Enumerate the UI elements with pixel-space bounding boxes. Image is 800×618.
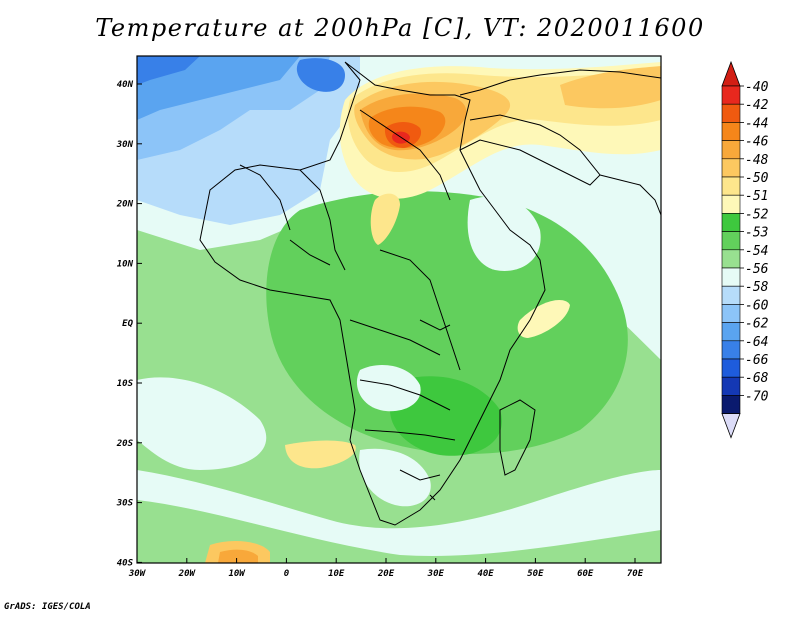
lon-tick-label: 30E	[427, 569, 445, 579]
map-field	[137, 56, 661, 563]
colorbar-swatch	[721, 213, 741, 232]
colorbar-swatch	[721, 249, 741, 269]
coastlines	[199, 61, 661, 526]
colorbar-swatch	[721, 285, 741, 305]
colorbar-swatch	[721, 267, 741, 287]
lat-tick-label: 20S	[116, 439, 134, 449]
map-frame	[136, 55, 662, 564]
colorbar-label: -56	[745, 262, 769, 277]
colorbar-label: -66	[745, 353, 769, 368]
latitude-axis: 40N 30N 20N 10N EQ 10S 20S 30S 40S	[116, 80, 142, 568]
colorbar-label: -40	[745, 80, 769, 95]
lon-tick-label: 60E	[577, 569, 594, 579]
grads-credit: GrADS: IGES/COLA	[4, 602, 91, 612]
colorbar-swatch	[721, 122, 741, 141]
colorbar-swatch	[721, 231, 741, 251]
lon-tick-label: 30W	[128, 569, 147, 579]
colorbar-swatch	[721, 340, 741, 360]
colorbar-label: -58	[745, 280, 769, 295]
colorbar-swatch	[721, 103, 741, 123]
lat-tick-label: 10S	[117, 379, 134, 389]
colorbar-label: -42	[745, 98, 769, 113]
lat-tick-label: 20N	[116, 200, 134, 210]
colorbar-swatch	[721, 376, 741, 396]
colorbar-swatch	[721, 140, 741, 160]
colorbar-label: -54	[745, 244, 768, 259]
lon-tick-label: 50E	[527, 569, 544, 579]
lat-tick-label: EQ	[122, 319, 133, 329]
lon-tick-label: 70E	[627, 569, 644, 579]
lat-tick-label: 30S	[116, 499, 134, 509]
lat-tick-label: 30N	[116, 140, 134, 150]
map-title: Temperature at 200hPa [C], VT: 202001160…	[95, 14, 705, 42]
colorbar-swatch	[721, 176, 741, 196]
lat-tick-label: 10N	[117, 259, 134, 269]
lon-tick-label: 0	[284, 569, 290, 579]
colorbar-swatch	[721, 194, 741, 214]
colorbar-label: -64	[745, 335, 768, 350]
colorbar-label: -50	[745, 171, 769, 186]
colorbar-label: -44	[745, 116, 768, 131]
colorbar-swatch	[721, 158, 741, 178]
colorbar: -40 -42 -44 -46 -48 -50 -51 -52 -53 -54 -56 -58 -60 -…	[721, 60, 769, 439]
colorbar-swatch	[721, 322, 741, 342]
colorbar-label: -70	[745, 389, 769, 404]
colorbar-label: -46	[745, 135, 769, 150]
colorbar-label: -48	[745, 153, 769, 168]
colorbar-bottom-arrow	[721, 413, 741, 439]
lat-tick-label: 40N	[117, 80, 134, 90]
lon-tick-label: 40E	[477, 569, 494, 579]
colorbar-label: -51	[745, 189, 768, 204]
colorbar-top-arrow	[721, 60, 741, 87]
longitude-axis: 30W 20W 10W 0 10E 20E 30E 40E 50E 60E 70E	[128, 558, 644, 579]
colorbar-label: -53	[745, 226, 768, 241]
lon-tick-label: 20E	[377, 569, 395, 579]
colorbar-swatch	[721, 85, 741, 105]
colorbar-swatch	[721, 358, 741, 378]
lon-tick-label: 10E	[328, 569, 345, 579]
colorbar-label: -68	[745, 371, 769, 386]
lon-tick-label: 20W	[178, 569, 197, 579]
colorbar-label: -62	[745, 317, 769, 332]
lon-tick-label: 10W	[228, 569, 246, 579]
colorbar-swatch	[721, 395, 741, 414]
colorbar-swatch	[721, 304, 741, 323]
colorbar-label: -60	[745, 298, 769, 313]
lat-tick-label: 40S	[117, 558, 134, 568]
colorbar-label: -52	[745, 207, 769, 222]
